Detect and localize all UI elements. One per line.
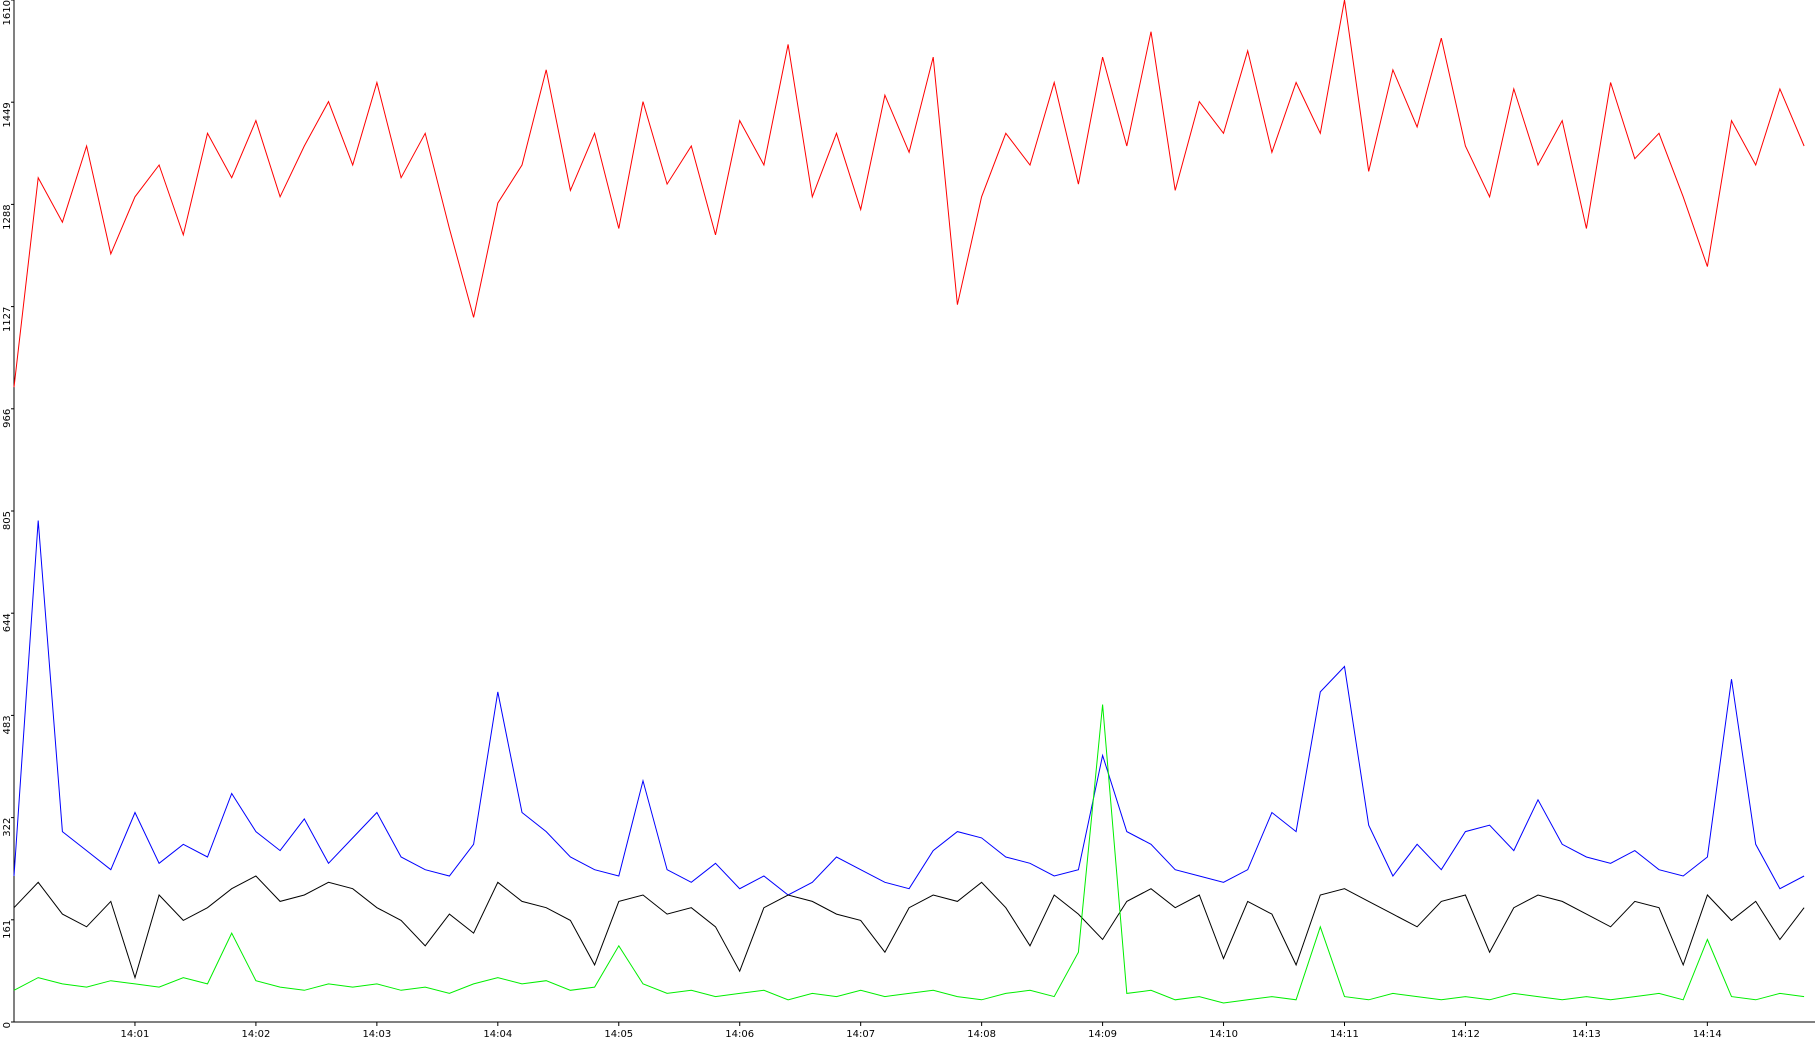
y-tick-label: 161 [2, 920, 13, 939]
y-tick-label: 966 [2, 409, 13, 428]
series-line [13, 0, 1805, 388]
x-tick-label: 14:02 [241, 1029, 270, 1039]
y-tick-label: 0 [2, 1022, 13, 1028]
x-tick-label: 14:07 [846, 1029, 875, 1039]
x-tick-label: 14:09 [1088, 1029, 1117, 1039]
x-tick-label: 14:06 [725, 1029, 754, 1039]
x-tick-label: 14:04 [483, 1029, 512, 1039]
y-tick-label: 1127 [2, 307, 13, 332]
y-tick-label: 805 [2, 511, 13, 530]
y-tick-label: 483 [2, 715, 13, 734]
x-tick-label: 14:08 [967, 1029, 996, 1039]
x-tick-label: 14:11 [1330, 1029, 1359, 1039]
y-tick-label: 644 [2, 613, 13, 632]
series-line [13, 875, 1805, 980]
x-tick-label: 14:10 [1209, 1029, 1238, 1039]
y-tick-label: 1610 [2, 0, 13, 25]
y-tick-label: 1449 [2, 102, 13, 127]
y-tick-label: 1288 [2, 204, 13, 229]
x-tick-label: 14:05 [604, 1029, 633, 1039]
x-tick-label: 14:01 [121, 1029, 150, 1039]
x-tick-label: 14:14 [1693, 1029, 1722, 1039]
series-line [13, 520, 1805, 896]
x-tick-label: 14:13 [1572, 1029, 1601, 1039]
y-tick-label: 322 [2, 818, 13, 837]
x-tick-label: 14:03 [362, 1029, 391, 1039]
series-line [13, 704, 1805, 1004]
x-tick-label: 14:12 [1451, 1029, 1480, 1039]
